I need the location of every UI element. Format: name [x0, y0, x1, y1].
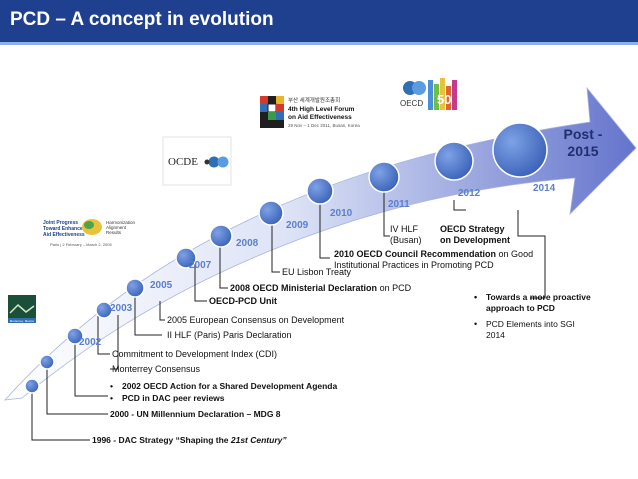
circle-2009 — [258, 200, 284, 226]
svg-text:Monterrey, Mexico: Monterrey, Mexico — [10, 319, 35, 323]
svg-text:Results: Results — [106, 230, 122, 235]
event-monterrey: Monterrey Consensus — [112, 364, 201, 374]
monterrey-logo: Monterrey, Mexico — [8, 295, 36, 323]
svg-text:OECD: OECD — [400, 99, 423, 108]
event-hlf2: II HLF (Paris) Paris Declaration — [167, 330, 292, 340]
circle-2012 — [434, 141, 474, 181]
post-2015-label-line2: 2015 — [567, 143, 598, 159]
svg-text:Paris | 2 February – March 2: Paris | 2 February – March 2, 2005 — [50, 242, 113, 247]
bullet-proactive: • — [474, 292, 477, 302]
bullet-sgi: • — [474, 319, 477, 329]
event-proactive-line1: Towards a more proactive — [486, 292, 591, 302]
paris-forum-logo: Joint Progress Toward Enhanced Aid Effec… — [40, 217, 140, 249]
year-label-2010: 2010 — [330, 208, 353, 219]
year-label-2005: 2005 — [150, 280, 173, 291]
post-2015-label-line1: Post - — [564, 126, 603, 142]
svg-text:50: 50 — [437, 92, 451, 107]
year-label-2011: 2011 — [388, 199, 410, 210]
year-label-2012: 2012 — [458, 188, 481, 199]
year-label-2003: 2003 — [110, 303, 133, 314]
event-oecd-pcd-unit: OECD-PCD Unit — [209, 296, 277, 306]
svg-text:OCDE: OCDE — [168, 156, 198, 168]
svg-text:on Aid Effectiveness: on Aid Effectiveness — [288, 114, 352, 121]
title-bar: PCD – A concept in evolution — [0, 0, 638, 42]
title-divider — [0, 42, 638, 45]
svg-text:부산 세계개발원조총회: 부산 세계개발원조총회 — [288, 96, 340, 104]
timeline-arrow — [3, 86, 637, 401]
circle-2000 — [39, 354, 55, 370]
event-sgi-line2: 2014 — [486, 330, 505, 340]
svg-text:4th High Level Forum: 4th High Level Forum — [288, 106, 355, 113]
year-circles — [24, 122, 548, 394]
event-eu-lisbon: EU Lisbon Treaty — [282, 267, 352, 277]
page-title: PCD – A concept in evolution — [10, 9, 274, 30]
year-label-2002: 2002 — [79, 337, 102, 348]
svg-text:29 Nov – 1 Dec 2011, Busan, Ko: 29 Nov – 1 Dec 2011, Busan, Korea — [288, 123, 360, 128]
event-proactive-line2: approach to PCD — [486, 303, 555, 313]
year-label-2007: 2007 — [189, 260, 212, 271]
event-sgi-line1: PCD Elements into SGI — [486, 319, 575, 329]
busan-forum-logo: 부산 세계개발원조총회 4th High Level Forum on Aid … — [258, 93, 363, 133]
event-2000: 2000 - UN Millennium Declaration – MDG 8 — [110, 409, 281, 419]
ocde-logo: OCDE — [162, 136, 232, 186]
event-strategy-line1: OECD Strategy — [440, 224, 505, 234]
svg-text:Joint Progress: Joint Progress — [43, 220, 78, 226]
event-cdi: Commitment to Development Index (CDI) — [112, 349, 277, 359]
bullet-2002-a: • — [110, 381, 113, 391]
svg-text:Aid Effectiveness: Aid Effectiveness — [43, 232, 85, 238]
event-2002-a: 2002 OECD Action for a Shared Developmen… — [122, 381, 337, 391]
oecd-50-logo: OECD 50 — [400, 78, 457, 110]
event-euro-consensus: 2005 European Consensus on Development — [167, 315, 345, 325]
connector-lines — [31, 180, 546, 441]
svg-text:Harmonization: Harmonization — [106, 220, 136, 225]
event-2002-b: PCD in DAC peer reviews — [122, 393, 225, 403]
svg-text:Toward Enhanced: Toward Enhanced — [43, 226, 86, 232]
event-1996: 1996 - DAC Strategy “Shaping the 21st Ce… — [92, 435, 287, 445]
circle-2005 — [125, 278, 145, 298]
event-strategy-line2: on Development — [440, 235, 510, 245]
circle-2007 — [175, 247, 197, 269]
circle-2011 — [368, 161, 400, 193]
circle-2002 — [66, 327, 84, 345]
circle-2014 — [492, 122, 548, 178]
year-label-2014: 2014 — [533, 183, 556, 194]
bullet-2002-b: • — [110, 393, 113, 403]
circle-1996 — [24, 378, 40, 394]
circle-2008 — [209, 224, 233, 248]
svg-text:Alignment: Alignment — [106, 225, 127, 230]
event-council-line2: Institutional Practices in Promoting PCD — [334, 260, 494, 270]
circle-2003 — [95, 301, 113, 319]
event-hlf4-line1: IV HLF — [390, 224, 419, 234]
circle-2010 — [306, 177, 334, 205]
event-ministerial: 2008 OECD Ministerial Declaration on PCD — [230, 283, 412, 293]
year-label-2009: 2009 — [286, 220, 309, 231]
event-hlf4-line2: (Busan) — [390, 235, 422, 245]
year-label-2008: 2008 — [236, 238, 259, 249]
event-council: 2010 OECD Council Recommendation on Good — [334, 249, 533, 259]
